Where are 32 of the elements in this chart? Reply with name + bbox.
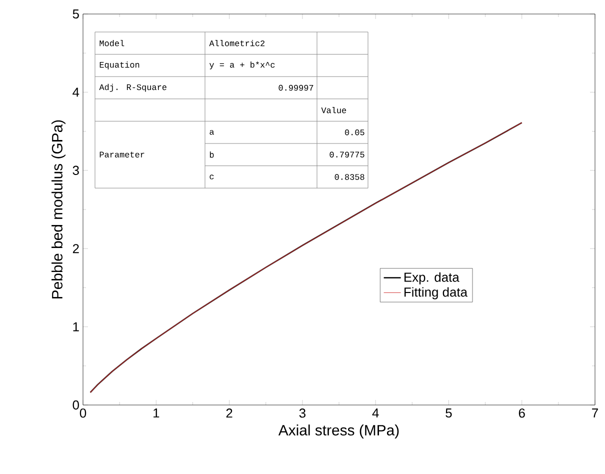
y-tick-label: 0 [72,400,79,410]
annotation: 0.79775 [330,152,364,158]
annotation: a [210,130,214,135]
annotation: Equation [100,61,140,70]
x-tick-label: 5 [446,408,452,418]
annotation: 0.05 [344,130,364,136]
annotation: Value [321,106,346,114]
x-tick-label: 4 [372,408,379,418]
annotation: Allometric2 [209,40,264,46]
annotation: Model [100,40,124,46]
x-tick-label: 1 [154,408,160,418]
x-tick-label: 6 [518,408,525,418]
annotation: Adj. R-Square [99,84,166,92]
y-tick-label: 5 [72,9,79,19]
x-tick-label: 3 [299,408,306,418]
x-axis-title: Axial stress (MPa) [278,424,399,438]
y-tick-label: 4 [72,88,80,97]
y-tick-label: 1 [73,322,79,332]
annotation: 0.8358 [334,174,364,180]
annotation: y = a + b*x^c [209,61,275,70]
annotation: Parameter [100,152,144,158]
y-axis-title: Pebble bed modulus (GPa) [52,120,66,298]
annotation: c [210,174,214,180]
legend-label: Fitting data [404,287,468,300]
y-tick-label: 2 [72,244,79,254]
annotation: b [210,151,214,158]
x-tick-label: 0 [80,408,86,418]
x-tick-label: 7 [592,408,598,418]
annotation: 0.99997 [278,84,314,91]
x-tick-label: 2 [226,408,232,418]
legend-label: Exp. data [404,272,460,284]
y-tick-label: 3 [72,166,79,175]
